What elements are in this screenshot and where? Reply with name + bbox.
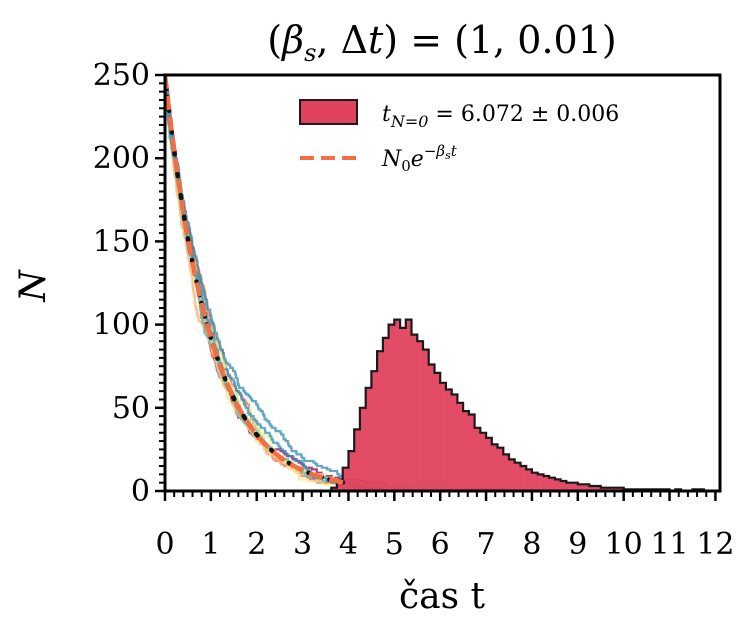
histogram-bar bbox=[394, 319, 401, 491]
histogram-bar bbox=[600, 487, 607, 491]
histogram-bar bbox=[531, 472, 538, 491]
y-axis-label: N bbox=[13, 269, 54, 303]
histogram-bar bbox=[583, 484, 590, 491]
histogram-bar bbox=[359, 407, 366, 491]
histogram-bar bbox=[445, 389, 452, 491]
histogram-bar bbox=[606, 487, 613, 491]
x-tick-label: 10 bbox=[605, 527, 643, 562]
histogram-bar bbox=[377, 351, 384, 491]
y-tick-label: 250 bbox=[93, 58, 150, 93]
histogram-outline bbox=[325, 318, 710, 491]
histogram-bar bbox=[617, 487, 624, 491]
x-tick-label: 8 bbox=[522, 527, 541, 562]
histogram-bar bbox=[411, 334, 418, 491]
y-axis: 0 50 100 150 200 250 bbox=[93, 58, 165, 509]
histogram-bar bbox=[423, 349, 430, 491]
histogram-bar bbox=[595, 486, 602, 491]
x-tick-label: 3 bbox=[293, 527, 312, 562]
histogram-bar bbox=[382, 337, 389, 491]
legend-patch-histogram bbox=[299, 99, 358, 125]
histogram-bar bbox=[440, 382, 447, 491]
x-tick-label: 11 bbox=[650, 527, 688, 562]
y-tick-label: 100 bbox=[93, 308, 150, 343]
x-tick-label: 9 bbox=[568, 527, 587, 562]
histogram-bar bbox=[400, 327, 407, 491]
histogram-bar bbox=[405, 319, 412, 491]
x-tick-label: 6 bbox=[431, 527, 450, 562]
histogram-bar bbox=[589, 486, 596, 491]
x-tick-label: 12 bbox=[696, 527, 734, 562]
histogram-bar bbox=[514, 462, 521, 491]
histogram-bar bbox=[365, 387, 372, 491]
x-tick-label: 2 bbox=[247, 527, 266, 562]
legend-label-histogram: tN=0 = 6.072 ± 0.006 bbox=[382, 102, 619, 131]
histogram-bar bbox=[560, 481, 567, 491]
histogram-bar bbox=[388, 324, 395, 491]
x-axis-label: čas t bbox=[399, 576, 486, 617]
histogram-bar bbox=[566, 482, 573, 491]
legend-label-model: N0e−βst bbox=[381, 142, 458, 175]
histogram-bar bbox=[480, 432, 487, 491]
histogram-bar bbox=[491, 444, 498, 491]
histogram-bar bbox=[428, 364, 435, 491]
y-tick-label: 200 bbox=[93, 141, 150, 176]
exponential-model-line bbox=[165, 75, 349, 486]
histogram-bar bbox=[342, 467, 349, 491]
y-tick-label: 0 bbox=[131, 474, 150, 509]
histogram-bar bbox=[497, 447, 504, 491]
histogram-bar bbox=[434, 372, 441, 491]
x-tick-label: 0 bbox=[155, 527, 174, 562]
histogram-bar bbox=[520, 466, 527, 491]
histogram-bar bbox=[457, 402, 464, 491]
histogram-bar bbox=[612, 487, 619, 491]
histogram-bar bbox=[354, 429, 361, 491]
histogram-bar bbox=[331, 487, 338, 491]
histogram-bar bbox=[577, 484, 584, 491]
x-axis: 0 1 2 3 4 5 6 7 8 9 10 11 12 bbox=[155, 491, 735, 562]
y-tick-label: 50 bbox=[112, 391, 150, 426]
histogram-bar bbox=[509, 459, 516, 491]
x-tick-label: 4 bbox=[339, 527, 358, 562]
chart-title: (βs, Δt) = (1, 0.01) bbox=[267, 18, 616, 67]
histogram-bar bbox=[348, 451, 355, 491]
histogram-bar bbox=[526, 469, 533, 491]
y-tick-label: 150 bbox=[93, 224, 150, 259]
x-tick-label: 5 bbox=[385, 527, 404, 562]
plot-area bbox=[165, 75, 710, 491]
histogram-bar bbox=[572, 482, 579, 491]
histogram-bar bbox=[554, 479, 561, 491]
histogram-bar bbox=[337, 481, 344, 491]
histogram bbox=[325, 318, 710, 491]
histogram-bar bbox=[474, 427, 481, 491]
histogram-bar bbox=[468, 414, 475, 491]
histogram-bar bbox=[463, 411, 470, 491]
histogram-bar bbox=[549, 477, 556, 491]
histogram-bar bbox=[451, 394, 458, 491]
x-tick-label: 1 bbox=[201, 527, 220, 562]
histogram-bar bbox=[371, 371, 378, 491]
histogram-bar bbox=[417, 341, 424, 491]
legend: tN=0 = 6.072 ± 0.006 N0e−βst bbox=[299, 99, 619, 175]
histogram-bar bbox=[543, 476, 550, 491]
x-tick-label: 7 bbox=[477, 527, 496, 562]
histogram-bar bbox=[503, 454, 510, 491]
histogram-bar bbox=[537, 474, 544, 491]
histogram-bar bbox=[486, 437, 493, 491]
